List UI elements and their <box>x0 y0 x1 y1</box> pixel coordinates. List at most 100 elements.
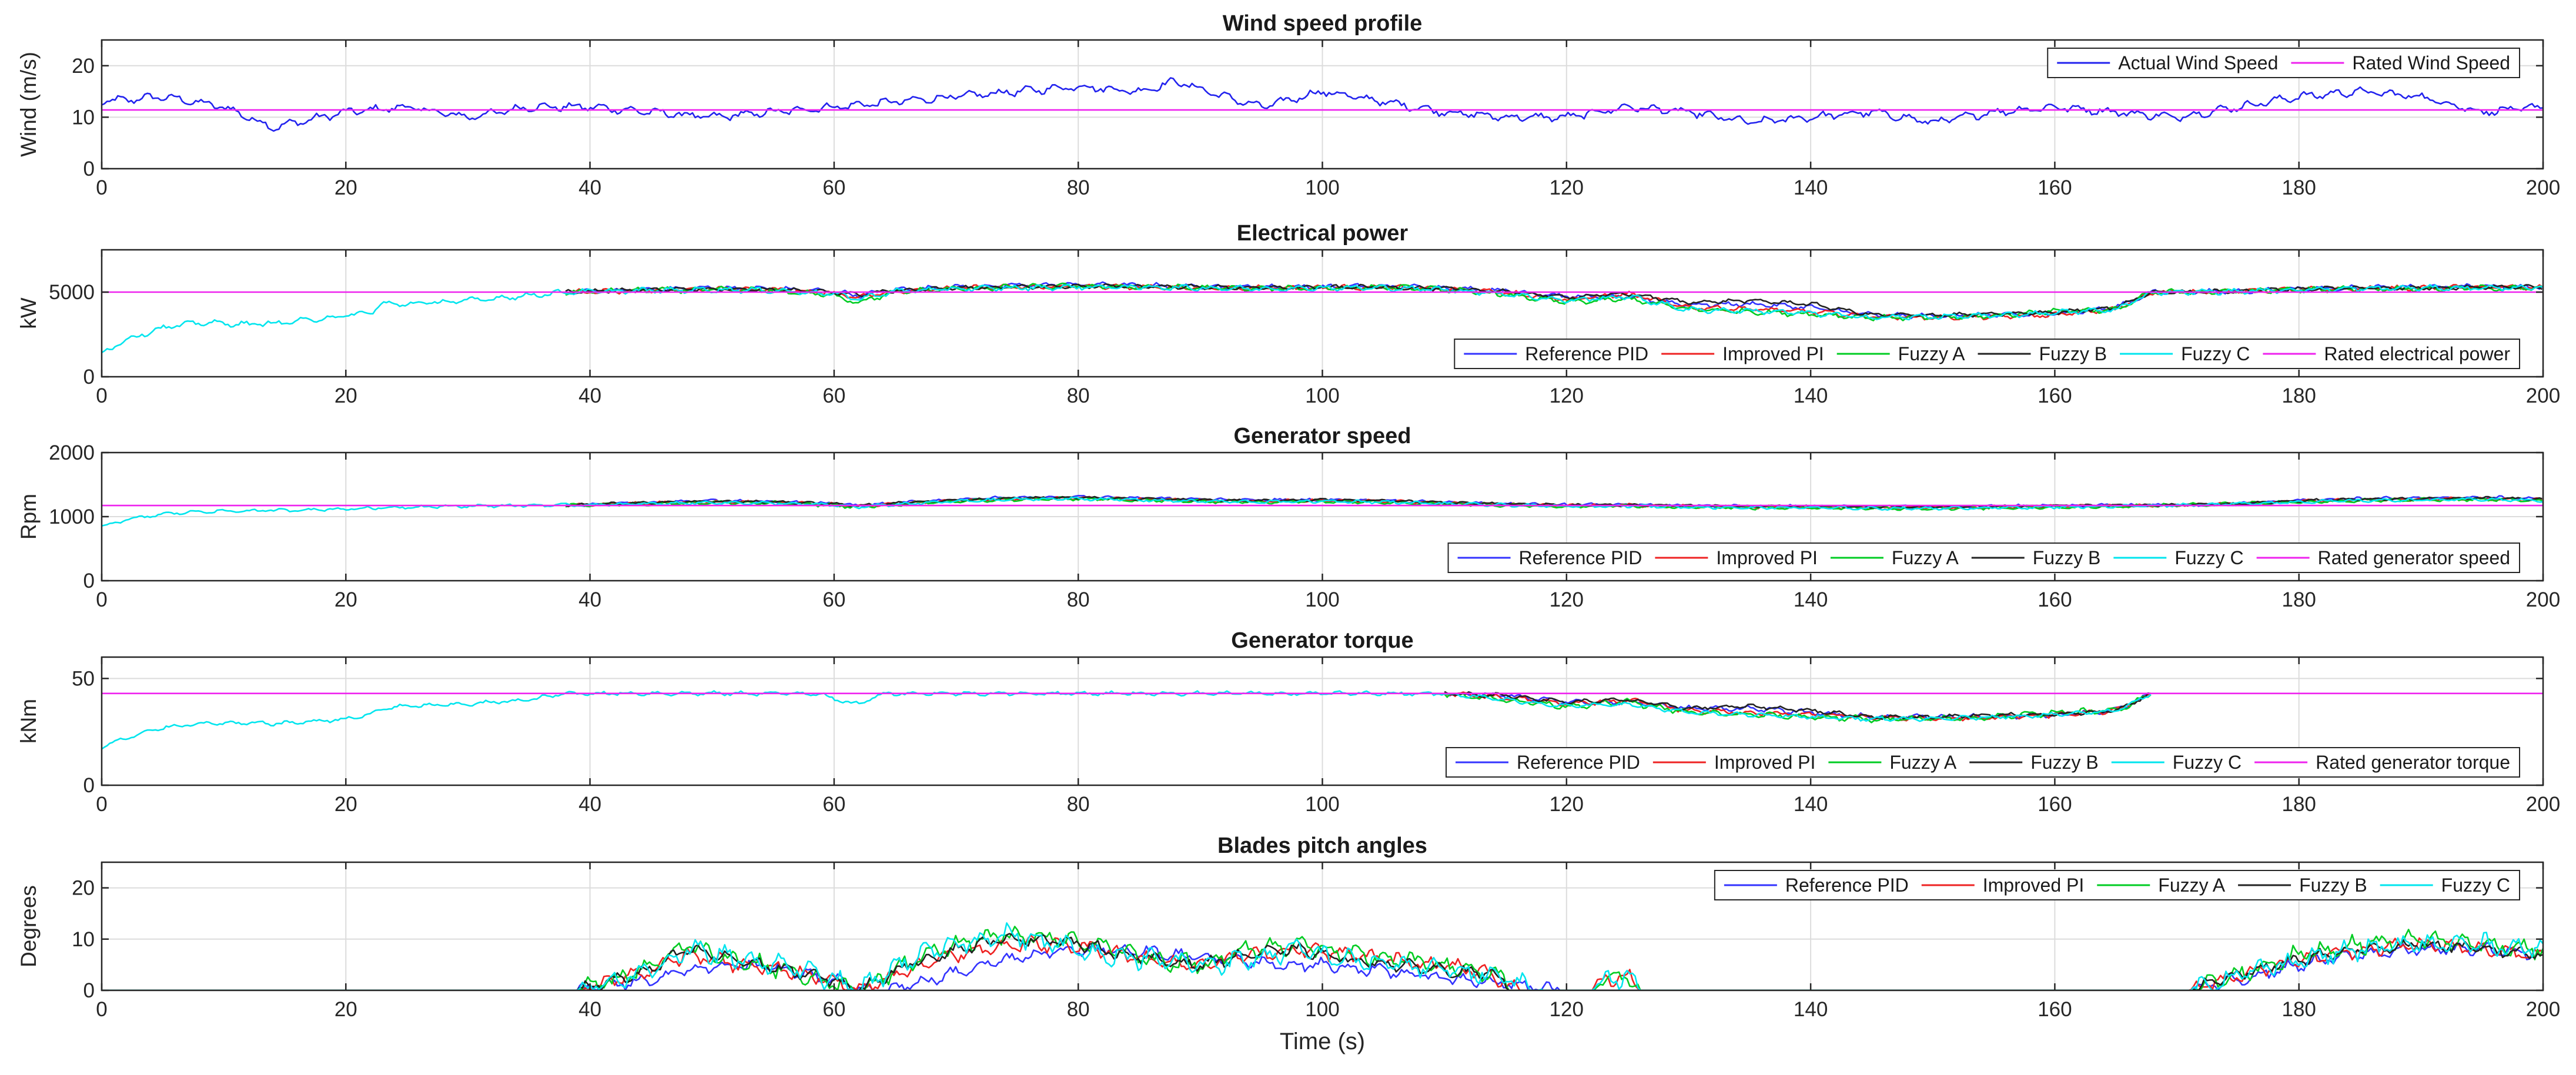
y-axis-label: Wind (m/s) <box>16 52 41 157</box>
x-tick-label: 0 <box>96 793 107 816</box>
x-tick-label: 180 <box>2281 588 2316 611</box>
x-tick-label: 80 <box>1067 588 1090 611</box>
x-tick-label: 140 <box>1794 176 1828 199</box>
x-tick-label: 160 <box>2038 998 2072 1021</box>
legend-label-fuzzy-c: Fuzzy C <box>2441 875 2510 896</box>
x-tick-label: 100 <box>1305 176 1339 199</box>
x-tick-label: 40 <box>578 176 601 199</box>
x-tick-label: 0 <box>96 176 107 199</box>
legend-label-improved-pi: Improved PI <box>1714 752 1816 773</box>
x-tick-label: 200 <box>2526 793 2560 816</box>
y-tick-label: 0 <box>83 570 95 592</box>
x-tick-label: 60 <box>822 176 845 199</box>
legend-label-fuzzy-b: Fuzzy B <box>2033 547 2101 568</box>
x-tick-label: 180 <box>2281 384 2316 407</box>
y-tick-label: 2000 <box>49 441 95 464</box>
y-tick-label: 0 <box>83 979 95 1002</box>
legend-label-reference-pid: Reference PID <box>1517 752 1640 773</box>
y-tick-label: 5000 <box>49 281 95 304</box>
series-group <box>102 77 2543 132</box>
chart-title: Generator speed <box>1234 424 1411 448</box>
chart-title: Generator torque <box>1231 628 1413 653</box>
panel-generator-torque: 0 20 40 60 80 100 120 140 160 180 200 0 50 Generator … <box>16 628 2560 816</box>
y-tick-label: 1000 <box>49 505 95 528</box>
legend-label-rated-generator-speed: Rated generator speed <box>2318 547 2510 568</box>
x-tick-label: 100 <box>1305 588 1339 611</box>
x-tick-label: 100 <box>1305 793 1339 816</box>
series-group <box>102 922 2543 990</box>
x-tick-label: 60 <box>822 384 845 407</box>
x-tick-label: 0 <box>96 384 107 407</box>
x-tick-label: 120 <box>1550 998 1584 1021</box>
legend-label-reference-pid: Reference PID <box>1519 547 1642 568</box>
y-tick-label: 50 <box>72 667 95 690</box>
x-tick-label: 120 <box>1550 588 1584 611</box>
x-tick-label: 200 <box>2526 588 2560 611</box>
legend-label-fuzzy-c: Fuzzy C <box>2174 547 2243 568</box>
series-line-fuzzy-b <box>1444 691 2151 720</box>
series-group <box>102 281 2543 354</box>
legend-label-fuzzy-a: Fuzzy A <box>1898 343 1965 364</box>
legend-label-actual-wind-speed: Actual Wind Speed <box>2118 52 2278 73</box>
x-tick-label: 60 <box>822 793 845 816</box>
x-tick-label: 40 <box>578 384 601 407</box>
x-tick-label: 20 <box>334 793 357 816</box>
series-line-fuzzy-a <box>102 926 2543 990</box>
x-tick-label: 80 <box>1067 176 1090 199</box>
legend: Reference PID Improved PI Fuzzy A Fuzzy B Fu… <box>1445 747 2520 778</box>
x-tick-label: 180 <box>2281 176 2316 199</box>
x-tick-label: 200 <box>2526 176 2560 199</box>
legend: Actual Wind Speed Rated Wind Speed <box>2047 48 2520 78</box>
legend-label-reference-pid: Reference PID <box>1785 875 1909 896</box>
series-line-reference-pid <box>102 942 2543 990</box>
x-tick-label: 40 <box>578 998 601 1021</box>
series-line-fuzzy-c <box>102 690 2152 750</box>
x-tick-label: 0 <box>96 998 107 1021</box>
x-tick-label: 20 <box>334 998 357 1021</box>
legend-label-fuzzy-b: Fuzzy B <box>2030 752 2099 773</box>
legend-label-rated-wind-speed: Rated Wind Speed <box>2352 52 2510 73</box>
legend-label-improved-pi: Improved PI <box>1716 547 1818 568</box>
chart-title: Blades pitch angles <box>1217 833 1427 858</box>
legend-box <box>1454 339 2520 369</box>
x-tick-label: 100 <box>1305 384 1339 407</box>
legend: Reference PID Improved PI Fuzzy A Fuzzy B Fu… <box>1447 542 2520 573</box>
x-tick-label: 80 <box>1067 384 1090 407</box>
legend-label-improved-pi: Improved PI <box>1722 343 1824 364</box>
chart-title: Electrical power <box>1237 221 1409 246</box>
x-tick-label: 140 <box>1794 793 1828 816</box>
x-tick-label: 120 <box>1550 176 1584 199</box>
y-tick-label: 0 <box>83 158 95 180</box>
legend: Reference PID Improved PI Fuzzy A Fuzzy B Fu… <box>1454 339 2520 369</box>
x-tick-label: 40 <box>578 588 601 611</box>
series-line-fuzzy-c <box>102 496 2543 527</box>
legend-label-fuzzy-b: Fuzzy B <box>2299 875 2367 896</box>
series-line-improved-pi <box>102 935 2543 990</box>
x-tick-label: 20 <box>334 588 357 611</box>
panel-blades-pitch-angles: 0 20 40 60 80 100 120 140 160 180 200 0 10 20 Blades p… <box>16 833 2560 1054</box>
series-line-fuzzy-c <box>102 922 2543 990</box>
series-line-actual-wind-speed <box>102 77 2543 132</box>
legend-label-fuzzy-c: Fuzzy C <box>2181 343 2250 364</box>
x-tick-label: 20 <box>334 176 357 199</box>
x-tick-label: 80 <box>1067 998 1090 1021</box>
y-axis-label: kNm <box>16 699 41 744</box>
legend-label-fuzzy-c: Fuzzy C <box>2173 752 2242 773</box>
y-tick-label: 0 <box>83 774 95 797</box>
legend-box <box>2047 48 2520 78</box>
legend-label-rated-electrical-power: Rated electrical power <box>2324 343 2510 364</box>
x-tick-label: 140 <box>1794 998 1828 1021</box>
legend-label-reference-pid: Reference PID <box>1525 343 1648 364</box>
panel-generator-speed: 0 20 40 60 80 100 120 140 160 180 200010002000Gene… <box>16 424 2560 611</box>
x-tick-label: 180 <box>2281 998 2316 1021</box>
x-tick-label: 160 <box>2038 384 2072 407</box>
x-tick-label: 200 <box>2526 998 2560 1021</box>
x-tick-label: 160 <box>2038 588 2072 611</box>
y-axis-label: Degrees <box>16 885 41 967</box>
x-tick-label: 180 <box>2281 793 2316 816</box>
y-axis-label: Rpm <box>16 494 41 540</box>
x-tick-label: 200 <box>2526 384 2560 407</box>
x-tick-label: 120 <box>1550 793 1584 816</box>
x-tick-label: 140 <box>1794 588 1828 611</box>
